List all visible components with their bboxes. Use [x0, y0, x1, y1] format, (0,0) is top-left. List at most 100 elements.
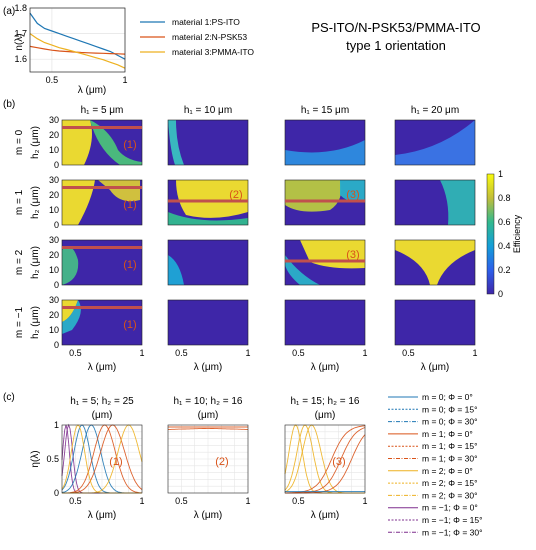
heatmap-fill-group	[168, 120, 184, 165]
colorbar-gradient	[486, 173, 495, 295]
heatmap-fill-group	[168, 255, 184, 285]
heatmap-ytick-label: 20	[49, 190, 59, 200]
heatmap-intensity-region	[168, 120, 184, 165]
heatmap-fill-group	[168, 180, 248, 225]
heatmap-ytick-label: 10	[49, 325, 59, 335]
heatmap-row-label: m = 0	[14, 129, 25, 155]
heatmap-tile	[167, 299, 249, 346]
panel-a-legend-entry: material 3:PMMA-ITO	[172, 47, 254, 57]
heatmap-xtick-label: 1	[139, 348, 144, 358]
panel-c-ylabel: η(λ)	[30, 450, 41, 467]
panel-c-xtick-label: 1	[362, 496, 367, 506]
panel-a-frame	[29, 7, 126, 73]
heatmap-annotation-label: (1)	[123, 139, 136, 151]
panel-b-heatmaps: h₁ = 5 μm h₁ = 10 μm h₁ = 15 μm h₁ = 20 μm 0…	[14, 105, 478, 373]
heatmap-intensity-region	[340, 180, 365, 202]
panel-b-column-title: h₁ = 5 μm	[81, 105, 124, 116]
panel-b-column-title: h₁ = 10 μm	[184, 105, 232, 116]
panel-a-xtick-label: 1	[122, 75, 127, 85]
heatmap-row-label: m = 2	[14, 249, 25, 275]
panel-c-efficiency-curve	[285, 425, 366, 494]
heatmap-frame	[167, 299, 249, 346]
heatmap-ytick-label: 20	[49, 250, 59, 260]
heatmap-xlabel: λ (μm)	[311, 362, 340, 373]
heatmap-tile	[394, 179, 476, 226]
panel-c-efficiency-curve	[168, 427, 248, 430]
heatmap-frame	[394, 299, 476, 346]
heatmap-xlabel: λ (μm)	[421, 362, 450, 373]
panel-c-legend-entry: m = 2; Φ = 15°	[422, 478, 478, 488]
heatmap-frame	[394, 239, 476, 286]
panel-c-efficiency-curve	[62, 424, 143, 494]
heatmap-tile	[394, 239, 476, 286]
panel-a-xtick-label: 0.5	[46, 75, 59, 85]
panel-c-frame	[61, 424, 143, 494]
heatmap-fill-group	[62, 120, 142, 165]
heatmap-intensity-region	[168, 212, 248, 225]
heatmap-ytick-label: 0	[54, 220, 59, 230]
heatmap-fill-group	[440, 180, 475, 225]
heatmap-xtick-label: 1	[472, 348, 477, 358]
heatmap-background	[285, 300, 365, 345]
panel-c-subplot-title: h₁ = 15; h₂ = 16	[291, 396, 360, 407]
figure-title-line2: type 1 orientation	[346, 38, 446, 53]
panel-c-legend-entry: m = 1; Φ = 15°	[422, 441, 478, 451]
panel-c-frame	[167, 424, 249, 494]
heatmap-frame	[167, 119, 249, 166]
heatmap-frame	[61, 299, 143, 346]
heatmap-intensity-region	[98, 180, 140, 202]
heatmap-row-label: m = 1	[14, 189, 25, 215]
panel-c-annotation-label: (1)	[109, 456, 122, 468]
heatmap-ytick-label: 0	[54, 340, 59, 350]
heatmap-intensity-region	[62, 246, 79, 285]
colorbar-tick-label: 0.6	[498, 217, 511, 227]
panel-b-column-title: h₁ = 15 μm	[301, 105, 349, 116]
panel-c-legend-entry: m = 2; Φ = 0°	[422, 466, 473, 476]
panel-c-legend-entry: m = 2; Φ = 30°	[422, 490, 478, 500]
panel-c-legend: m = 0; Φ = 0° m = 0; Φ = 15° m = 0; Φ = 30…	[388, 392, 483, 537]
panel-a-legend-entry: material 1:PS-ITO	[172, 17, 240, 27]
heatmap-ytick-label: 30	[49, 175, 59, 185]
panel-c-ytick-label: 0	[54, 488, 59, 498]
panel-c-subplot-title: h₁ = 5; h₂ = 25	[70, 396, 134, 407]
heatmap-frame	[167, 239, 249, 286]
heatmap-intensity-region	[62, 120, 92, 165]
heatmap-fill-group	[285, 180, 365, 212]
panel-a-series-line	[29, 33, 126, 69]
heatmap-intensity-region	[285, 180, 342, 212]
heatmap-annotation-label: (1)	[123, 199, 136, 211]
heatmap-fill-group	[62, 246, 79, 285]
heatmap-xtick-label: 0.5	[292, 348, 305, 358]
heatmap-fill-group	[395, 240, 475, 285]
panel-c-annotation-label: (3)	[332, 456, 345, 468]
heatmap-frame	[61, 239, 143, 286]
panel-label-b: (b)	[3, 99, 15, 110]
panel-a-ytick-label: 1.7	[14, 29, 27, 39]
heatmap-ylabel: h₂ (μm)	[30, 246, 41, 279]
panel-c-axes: h₁ = 5; h₂ = 25 (μm) 0.5 1 λ (μm) (1) h₁ = 10;…	[30, 396, 368, 521]
heatmap-xlabel: λ (μm)	[88, 362, 117, 373]
heatmap-ytick-label: 30	[49, 295, 59, 305]
panel-c-annotation-label: (2)	[215, 456, 228, 468]
heatmap-annotation-label: (3)	[346, 189, 359, 201]
heatmap-ytick-label: 20	[49, 310, 59, 320]
panel-a-series-line	[29, 12, 126, 60]
panel-c-subplot-title-unit: (μm)	[315, 410, 336, 421]
heatmap-ytick-label: 30	[49, 115, 59, 125]
heatmap-fill-group	[395, 120, 475, 165]
panel-c-ytick-label: 1	[54, 420, 59, 430]
heatmap-frame	[394, 179, 476, 226]
heatmap-intensity-region	[62, 180, 95, 225]
heatmap-annotation-label: (1)	[123, 259, 136, 271]
panel-a-axes: 1.6 1.7 1.8 0.5 1	[14, 3, 127, 85]
colorbar-tick-label: 1	[498, 169, 503, 179]
panel-c-xlabel: λ (μm)	[88, 510, 117, 521]
figure-title-line1: PS-ITO/N-PSK53/PMMA-ITO	[311, 20, 480, 35]
heatmap-xtick-label: 1	[245, 348, 250, 358]
heatmap-ytick-label: 30	[49, 235, 59, 245]
heatmap-intensity-region	[285, 255, 320, 285]
panel-c-ytick-label: 0.5	[46, 454, 59, 464]
heatmap-background	[168, 300, 248, 345]
heatmap-tile	[284, 119, 366, 166]
